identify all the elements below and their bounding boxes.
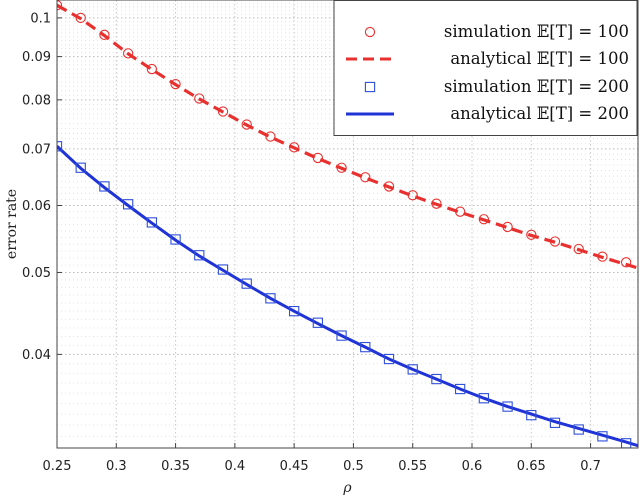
y-tick-label: 0.07 [22, 142, 51, 157]
data-point [288, 142, 300, 153]
data-point [360, 341, 371, 353]
data-point [383, 181, 395, 192]
data-point [573, 424, 584, 435]
data-point [241, 278, 252, 289]
data-point [620, 257, 632, 268]
data-point [336, 162, 347, 173]
y-tick-label: 0.1 [30, 11, 51, 26]
x-tick-label: 0.35 [161, 459, 190, 474]
legend-label: simulation 𝔼[T] = 100 [444, 22, 629, 41]
data-point [454, 206, 466, 217]
data-point [170, 234, 181, 245]
data-point [194, 250, 205, 261]
data-point [573, 243, 584, 255]
data-point [526, 410, 537, 421]
data-point [312, 317, 324, 328]
legend-label: simulation 𝔼[T] = 200 [444, 77, 629, 96]
y-axis-label: error rate [4, 189, 20, 259]
series-line [57, 145, 638, 448]
data-point [407, 190, 418, 201]
data-point [549, 417, 561, 428]
data-point [407, 364, 418, 375]
y-tick-label: 0.06 [22, 199, 51, 214]
data-point [454, 383, 466, 395]
data-point [478, 393, 490, 404]
plot-frame [56, 0, 639, 449]
legend-swatch-marker [364, 26, 376, 38]
data-point [241, 119, 252, 130]
data-point [360, 172, 371, 183]
data-point [122, 48, 134, 59]
y-tick-label: 0.09 [22, 50, 51, 65]
legend-swatch-marker [364, 81, 376, 93]
series-2 [57, 141, 632, 448]
x-axis-label: ρ [342, 480, 352, 496]
data-point [549, 236, 561, 247]
data-point [502, 221, 513, 233]
data-point [75, 162, 86, 173]
data-point [217, 106, 229, 117]
series-3 [57, 145, 638, 448]
data-point [217, 264, 229, 275]
data-point [597, 251, 608, 262]
x-tick-label: 0.65 [517, 459, 546, 474]
x-tick-label: 0.5 [343, 459, 364, 474]
x-tick-label: 0.6 [462, 459, 483, 474]
data-point [146, 217, 158, 228]
tick-labels: 0.25 0.3 0.35 0.4 0.45 0.5 0.55 0.6 0.65 0.7 0.04 0… [22, 11, 601, 474]
data-point [431, 198, 442, 209]
y-tick-label: 0.04 [22, 348, 51, 363]
data-point [194, 93, 205, 104]
series-0 [57, 0, 632, 268]
x-tick-label: 0.25 [43, 459, 72, 474]
data-point [502, 401, 513, 412]
grid [56, 0, 638, 449]
legend-label: analytical 𝔼[T] = 100 [450, 49, 629, 68]
data-point [478, 214, 490, 225]
legend: simulation 𝔼[T] = 100 analytical 𝔼[T] = 1… [333, 0, 638, 136]
data-point [75, 12, 86, 24]
x-tick-label: 0.45 [280, 459, 309, 474]
data-point [431, 373, 442, 385]
y-tick-label: 0.05 [22, 266, 51, 281]
data-point [526, 229, 537, 240]
series-layer [57, 0, 638, 448]
x-tick-label: 0.7 [580, 459, 601, 474]
y-tick-label: 0.08 [22, 93, 51, 108]
data-point [312, 152, 324, 164]
data-point [122, 199, 134, 210]
x-tick-label: 0.3 [106, 459, 127, 474]
data-point [336, 330, 347, 341]
data-point [99, 29, 110, 40]
data-point [170, 78, 181, 90]
data-point [597, 431, 608, 442]
data-point [265, 131, 276, 142]
data-point [146, 63, 158, 75]
data-point [265, 293, 276, 304]
x-tick-label: 0.4 [225, 459, 246, 474]
data-point [288, 305, 300, 317]
legend-label: analytical 𝔼[T] = 200 [450, 104, 629, 123]
data-point [99, 181, 110, 192]
x-tick-label: 0.55 [398, 459, 427, 474]
data-point [383, 353, 395, 365]
